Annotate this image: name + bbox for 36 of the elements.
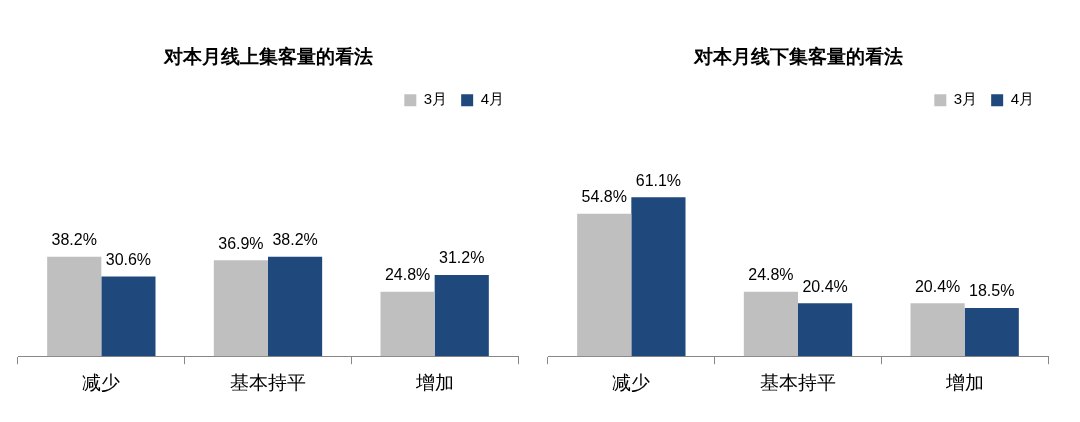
bar [798,303,853,357]
data-label: 20.4% [914,277,961,295]
data-label: 36.9% [218,234,264,252]
data-label: 20.4% [802,277,848,295]
x-tick-label: 基本持平 [760,371,836,393]
bar [910,303,965,357]
bar [380,291,435,357]
legend-label: 3月 [423,90,448,108]
x-tick-label: 减少 [612,371,651,393]
bar [47,256,102,357]
data-label: 61.1% [635,171,682,189]
data-label: 30.6% [105,251,152,269]
bar [743,291,798,357]
bar [213,260,268,357]
legend-label: 4月 [1010,90,1034,108]
legend-label: 4月 [480,90,504,108]
data-label: 54.8% [581,188,627,206]
bar [101,276,156,357]
x-tick-label: 减少 [82,371,121,393]
data-label: 18.5% [969,282,1015,300]
bar [577,213,632,357]
data-label: 24.8% [748,266,794,284]
chart-title: 对本月线上集客量的看法 [162,45,373,67]
x-tick-label: 基本持平 [230,371,306,393]
data-label: 31.2% [439,249,485,267]
bar [964,308,1019,357]
bar [434,275,489,357]
data-label: 38.2% [272,231,318,249]
bar [268,256,323,357]
chart-title: 对本月线下集客量的看法 [692,45,903,67]
data-label: 38.2% [51,231,97,249]
bar [631,197,686,357]
x-tick-label: 增加 [414,371,454,393]
x-tick-label: 增加 [944,371,984,393]
data-label: 24.8% [384,266,431,284]
legend-label: 3月 [953,90,978,108]
